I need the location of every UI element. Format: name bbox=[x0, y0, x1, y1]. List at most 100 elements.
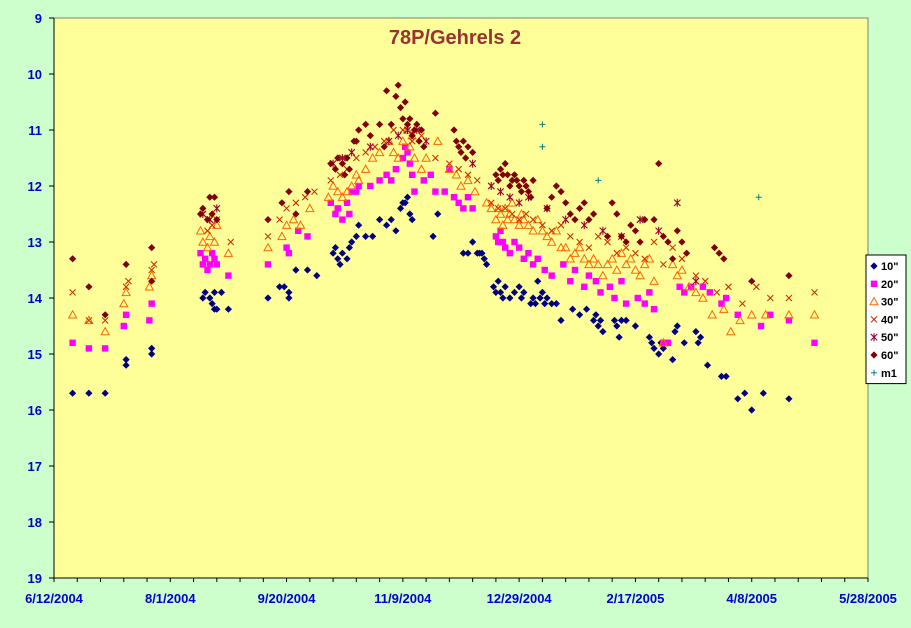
data-point bbox=[534, 255, 541, 262]
data-point bbox=[374, 147, 385, 157]
data-point bbox=[650, 238, 658, 246]
data-point bbox=[197, 250, 204, 257]
data-point bbox=[388, 177, 395, 184]
data-point bbox=[388, 147, 399, 157]
data-point bbox=[292, 266, 300, 274]
series-5 bbox=[69, 81, 793, 319]
data-point bbox=[295, 220, 306, 229]
data-point bbox=[722, 294, 730, 302]
data-point bbox=[469, 205, 476, 212]
data-point bbox=[403, 193, 412, 201]
data-point bbox=[406, 160, 414, 167]
data-point bbox=[579, 253, 590, 263]
data-point bbox=[122, 311, 130, 318]
data-point bbox=[292, 199, 300, 207]
data-point bbox=[552, 300, 560, 308]
data-point bbox=[735, 315, 745, 325]
x-tick-label: 8/1/2004 bbox=[145, 591, 196, 606]
data-point bbox=[645, 333, 653, 341]
legend-box bbox=[865, 254, 907, 385]
data-point bbox=[394, 131, 402, 140]
data-point bbox=[101, 311, 109, 319]
data-point bbox=[746, 309, 757, 319]
data-point bbox=[69, 339, 76, 346]
data-point bbox=[598, 270, 608, 280]
data-point bbox=[767, 311, 774, 318]
data-point bbox=[334, 154, 342, 162]
data-point bbox=[392, 166, 400, 173]
data-point bbox=[525, 250, 532, 257]
data-point bbox=[304, 203, 315, 213]
data-point bbox=[511, 238, 518, 246]
data-point bbox=[636, 215, 644, 224]
data-point bbox=[759, 389, 767, 397]
data-point bbox=[692, 328, 700, 336]
data-point bbox=[631, 322, 640, 330]
data-point bbox=[413, 120, 421, 128]
data-point bbox=[348, 238, 356, 246]
data-point bbox=[752, 283, 760, 291]
data-point bbox=[464, 194, 472, 201]
data-point bbox=[641, 216, 649, 224]
data-point bbox=[531, 300, 540, 308]
data-point bbox=[337, 192, 348, 201]
data-point bbox=[589, 210, 598, 218]
data-point bbox=[352, 154, 360, 162]
data-point bbox=[494, 277, 502, 285]
data-point bbox=[517, 294, 526, 302]
data-point bbox=[499, 238, 507, 246]
data-point bbox=[632, 249, 639, 257]
data-point bbox=[537, 225, 548, 235]
data-point bbox=[85, 345, 93, 352]
data-point bbox=[492, 171, 500, 179]
data-point bbox=[225, 272, 232, 279]
data-point bbox=[748, 406, 756, 414]
data-point bbox=[811, 339, 818, 346]
data-point bbox=[495, 208, 506, 218]
data-point bbox=[69, 289, 76, 296]
data-point bbox=[285, 294, 293, 302]
y-tick-label: 12 bbox=[28, 179, 42, 194]
data-point bbox=[622, 316, 630, 324]
data-point bbox=[496, 187, 505, 196]
data-point bbox=[659, 261, 667, 268]
data-point bbox=[376, 120, 384, 128]
data-point bbox=[463, 175, 473, 185]
data-point bbox=[515, 198, 523, 207]
data-point bbox=[536, 294, 544, 302]
data-point bbox=[517, 188, 526, 196]
data-point bbox=[576, 204, 584, 212]
data-point bbox=[566, 210, 574, 218]
data-point bbox=[283, 244, 290, 251]
data-point bbox=[542, 231, 552, 241]
data-point bbox=[576, 311, 584, 319]
data-point bbox=[427, 171, 434, 178]
data-point bbox=[497, 227, 504, 234]
x-tick-label: 4/8/2005 bbox=[726, 591, 777, 606]
data-point bbox=[576, 238, 583, 246]
data-point bbox=[602, 259, 613, 269]
data-point bbox=[566, 233, 574, 240]
data-point bbox=[263, 242, 273, 252]
data-point bbox=[501, 244, 509, 251]
data-point bbox=[224, 305, 233, 313]
data-point bbox=[101, 317, 109, 324]
data-point bbox=[658, 337, 669, 347]
data-point bbox=[101, 345, 109, 352]
data-point bbox=[211, 220, 222, 229]
data-point bbox=[121, 287, 131, 297]
data-point bbox=[785, 317, 793, 324]
series-1 bbox=[69, 143, 818, 352]
data-point bbox=[650, 344, 658, 352]
data-point bbox=[339, 216, 346, 223]
data-point bbox=[85, 389, 93, 397]
data-point bbox=[341, 171, 349, 179]
data-point bbox=[334, 205, 341, 212]
data-point bbox=[148, 266, 156, 274]
data-point bbox=[346, 210, 353, 218]
legend-marker bbox=[871, 369, 877, 376]
x-tick-label: 9/20/2004 bbox=[258, 591, 317, 606]
data-point bbox=[422, 137, 430, 146]
data-point bbox=[444, 164, 455, 173]
data-point bbox=[450, 126, 458, 134]
